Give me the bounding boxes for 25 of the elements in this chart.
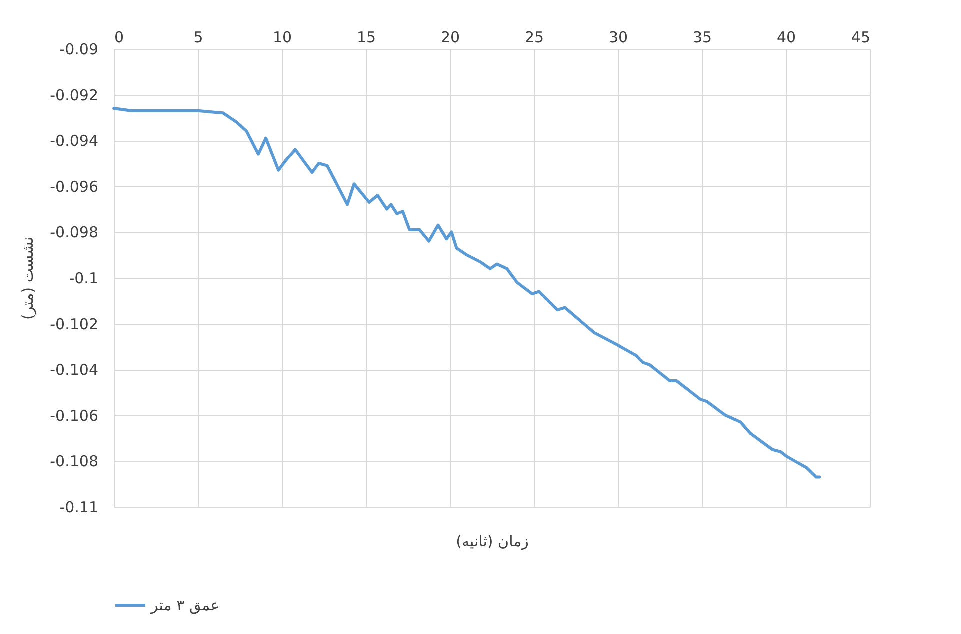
y-tick-label: -0.098 xyxy=(50,224,98,242)
x-tick-label: 20 xyxy=(440,28,460,46)
x-tick-label: 0 xyxy=(114,28,124,46)
x-tick-label: 45 xyxy=(851,28,870,46)
x-tick-label: 40 xyxy=(776,28,796,46)
y-tick-label: -0.102 xyxy=(50,315,98,334)
y-tick-label: -0.096 xyxy=(50,178,98,196)
y-tick-label: -0.108 xyxy=(50,452,98,471)
line-series xyxy=(112,107,822,479)
x-axis-title: زمان (ثانیه) xyxy=(456,532,529,550)
y-tick-label: -0.1 xyxy=(69,270,98,288)
x-tick-label: 35 xyxy=(692,28,712,46)
y-tick-label: -0.092 xyxy=(50,86,98,104)
y-tick-label: -0.106 xyxy=(50,406,98,425)
x-tick-label: 25 xyxy=(524,28,544,46)
y-tick-label: -0.104 xyxy=(50,361,98,380)
y-tick-label: -0.094 xyxy=(50,132,98,150)
legend-label: عمق ۳ متر xyxy=(150,596,220,614)
y-tick-label: -0.09 xyxy=(60,40,98,58)
x-tick-label: 5 xyxy=(194,28,204,46)
x-tick-label: 30 xyxy=(608,28,628,46)
x-tick-label: 15 xyxy=(356,28,376,46)
y-tick-label: -0.11 xyxy=(60,498,98,516)
y-axis-title: نشست (متر) xyxy=(19,237,38,320)
x-tick-label: 10 xyxy=(272,28,292,46)
